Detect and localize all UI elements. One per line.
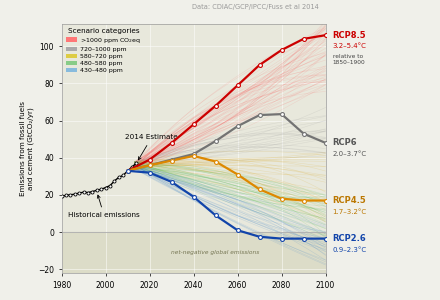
Text: net-negative global emissions: net-negative global emissions <box>172 250 260 255</box>
Text: 2014 Estimate: 2014 Estimate <box>125 134 178 160</box>
Bar <box>62 232 326 273</box>
Text: 2.0–3.7°C: 2.0–3.7°C <box>333 151 367 157</box>
Text: Historical emissions: Historical emissions <box>68 195 140 218</box>
Text: relative to
1850–1900: relative to 1850–1900 <box>333 54 365 65</box>
Text: 3.2–5.4°C: 3.2–5.4°C <box>333 43 367 49</box>
Text: 1.7–3.2°C: 1.7–3.2°C <box>333 209 367 215</box>
Text: RCP8.5: RCP8.5 <box>333 31 366 40</box>
Text: RCP2.6: RCP2.6 <box>333 234 366 243</box>
Y-axis label: Emissions from fossil fuels
and cement (GtCO₂/yr): Emissions from fossil fuels and cement (… <box>20 101 34 196</box>
Text: RCP6: RCP6 <box>333 138 357 147</box>
Legend: >1000 ppm CO$_2$eq, 720–1000 ppm, 580–720 ppm, 480–580 ppm, 430–480 ppm: >1000 ppm CO$_2$eq, 720–1000 ppm, 580–72… <box>65 27 142 74</box>
Text: Data: CDIAC/GCP/IPCC/Fuss et al 2014: Data: CDIAC/GCP/IPCC/Fuss et al 2014 <box>192 4 319 10</box>
Text: 0.9–2.3°C: 0.9–2.3°C <box>333 247 367 253</box>
Text: RCP4.5: RCP4.5 <box>333 196 366 205</box>
